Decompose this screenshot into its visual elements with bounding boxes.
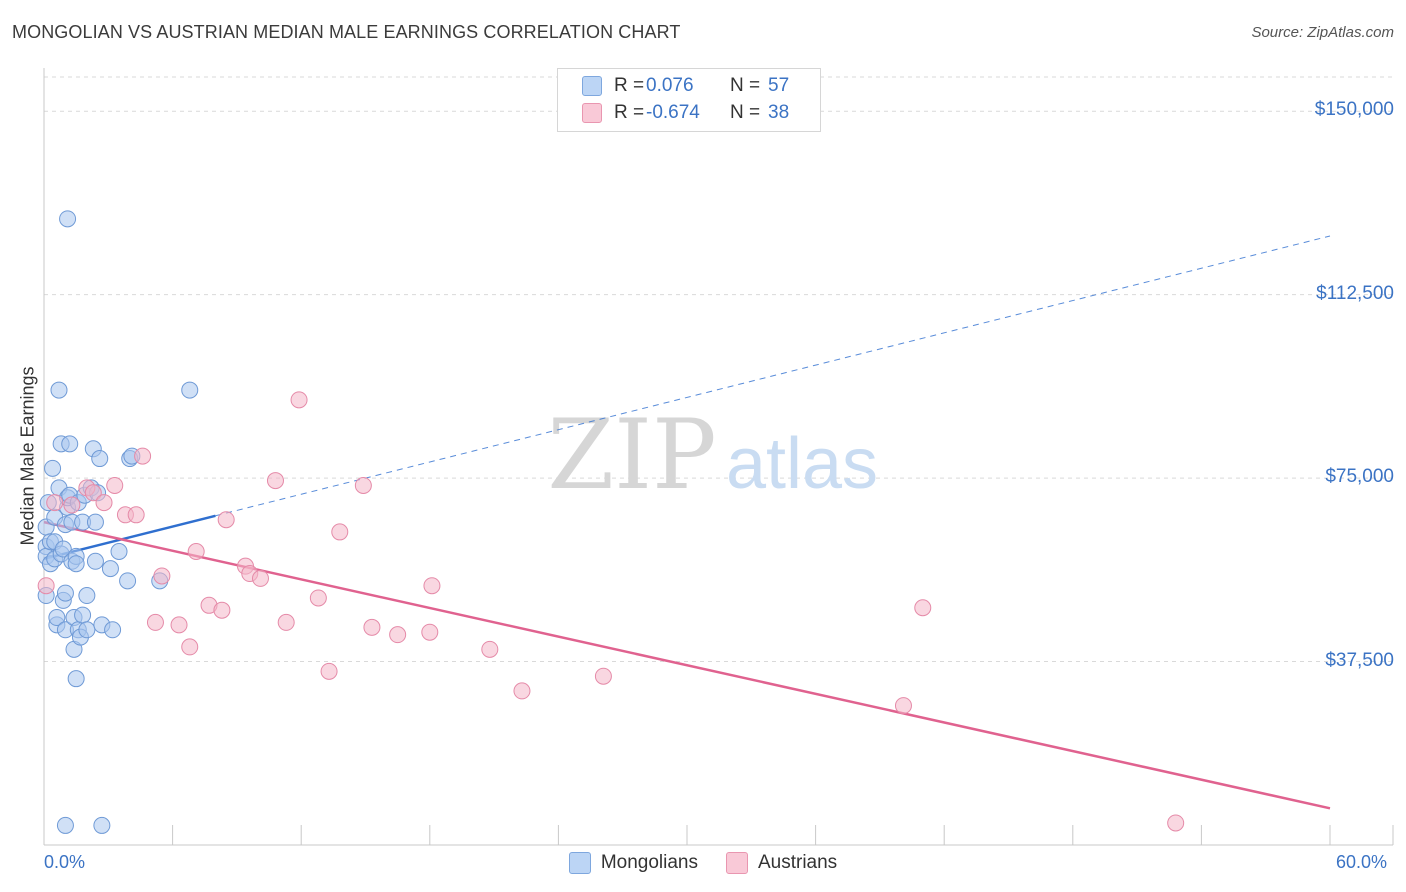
legend-swatch-mongolians <box>568 852 591 874</box>
mongolian-point <box>93 816 111 834</box>
austrian-point <box>127 506 145 524</box>
mongolian-point <box>54 540 72 558</box>
correlation-legend: R = 0.076 N = 57 R = -0.674 N = 38 <box>557 68 821 132</box>
watermark-atlas: atlas <box>726 424 878 504</box>
mongolian-point <box>48 609 66 627</box>
legend-swatch-mongolians <box>582 76 602 96</box>
watermark: ZIP atlas <box>547 399 878 511</box>
austrian-point <box>914 599 932 617</box>
austrian-point <box>481 640 499 658</box>
legend-row-mongolians: R = 0.076 N = 57 <box>582 73 789 99</box>
x-tick-left: 0.0% <box>44 852 86 872</box>
mongolians-trend-dashed <box>215 235 1331 517</box>
austrian-point <box>106 476 124 494</box>
mongolian-point <box>86 513 104 531</box>
mongolians-points <box>37 210 199 834</box>
austrian-point <box>354 476 372 494</box>
legend-item-mongolians: Mongolians <box>568 852 698 874</box>
legend-n-value: 38 <box>768 102 790 123</box>
legend-n-value: 57 <box>768 75 790 96</box>
legend-row-austrians: R = -0.674 N = 38 <box>582 100 789 126</box>
austrian-point <box>181 638 199 656</box>
austrian-point <box>46 494 64 512</box>
austrian-point <box>277 613 295 631</box>
x-tick-right: 60.0% <box>1336 852 1388 872</box>
series-legend: Mongolians Austrians <box>0 852 1406 874</box>
austrians-points <box>37 391 1185 832</box>
austrian-point <box>266 472 284 490</box>
y-tick-label: $112,500 <box>1316 282 1394 304</box>
legend-r-label: R = <box>614 75 645 96</box>
legend-n-label: N = <box>730 102 761 123</box>
austrian-point <box>363 618 381 636</box>
mongolian-point <box>86 552 104 570</box>
austrian-point <box>309 589 327 607</box>
austrian-point <box>134 447 152 465</box>
mongolian-point <box>110 542 128 560</box>
austrians-trend <box>43 520 1331 810</box>
mongolian-point <box>67 670 85 688</box>
mongolian-point <box>91 450 109 468</box>
chart-source: Source: ZipAtlas.com <box>1251 24 1394 41</box>
legend-r-label: R = <box>614 102 645 123</box>
mongolian-point <box>44 459 62 477</box>
legend-swatch-austrians <box>725 852 748 874</box>
legend-label-austrians: Austrians <box>757 852 838 873</box>
mongolian-point <box>104 621 122 639</box>
austrian-point <box>423 577 441 595</box>
mongolian-point <box>67 555 85 573</box>
mongolian-point <box>78 621 96 639</box>
chart-title: MONGOLIAN VS AUSTRIAN MEDIAN MALE EARNIN… <box>12 22 681 42</box>
austrian-point <box>170 616 188 634</box>
legend-r-value: -0.674 <box>646 102 700 123</box>
trend-lines <box>43 235 1331 810</box>
legend-n-label: N = <box>730 75 761 96</box>
austrian-point <box>37 577 55 595</box>
austrian-point <box>251 569 269 587</box>
mongolian-point <box>56 816 74 834</box>
austrian-point <box>320 662 338 680</box>
axes <box>43 68 1394 846</box>
watermark-zip: ZIP <box>547 399 716 511</box>
legend-r-value: 0.076 <box>646 75 694 96</box>
austrian-point <box>513 682 531 700</box>
mongolian-point <box>181 381 199 399</box>
austrian-point <box>1167 814 1185 832</box>
mongolian-point <box>101 560 119 578</box>
austrian-point <box>84 484 102 502</box>
mongolian-point <box>78 587 96 605</box>
mongolian-point <box>119 572 137 590</box>
mongolian-point <box>61 435 79 453</box>
austrian-point <box>63 496 81 514</box>
austrian-point <box>421 623 439 641</box>
y-tick-label: $75,000 <box>1325 466 1394 488</box>
austrian-point <box>146 613 164 631</box>
austrian-point <box>213 601 231 619</box>
mongolian-point <box>56 584 74 602</box>
y-axis-label: Median Male Earnings <box>17 366 38 546</box>
austrian-point <box>290 391 308 409</box>
austrian-point <box>153 567 171 585</box>
austrian-point <box>217 511 235 529</box>
austrian-point <box>331 523 349 541</box>
mongolian-point <box>74 606 92 624</box>
austrian-point <box>389 626 407 644</box>
legend-swatch-austrians <box>582 103 602 123</box>
austrian-point <box>95 494 113 512</box>
legend-label-mongolians: Mongolians <box>600 852 698 873</box>
mongolian-point <box>59 210 77 228</box>
austrian-point <box>187 542 205 560</box>
legend-item-austrians: Austrians <box>725 852 838 874</box>
y-tick-label: $37,500 <box>1325 649 1394 671</box>
y-tick-label: $150,000 <box>1314 99 1394 121</box>
austrian-point <box>594 667 612 685</box>
mongolian-point <box>50 381 68 399</box>
austrian-point <box>894 697 912 715</box>
